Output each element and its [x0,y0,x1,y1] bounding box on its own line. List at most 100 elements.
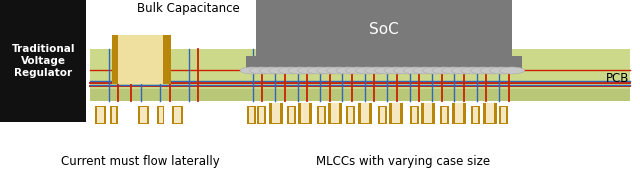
Bar [287,106,296,124]
Bar [246,56,522,70]
Bar [360,103,371,123]
Bar [501,107,506,123]
Bar [440,106,449,124]
Bar [118,35,163,84]
Bar [138,106,149,124]
Bar [110,106,118,124]
Bar [421,103,435,124]
Circle shape [490,67,515,74]
Bar [280,103,283,124]
Bar [257,106,259,124]
Circle shape [317,67,342,74]
Bar [269,103,272,124]
Bar [391,103,401,123]
Bar [110,106,112,124]
Text: SoC: SoC [369,22,399,37]
Text: Bulk Capacitance: Bulk Capacitance [138,2,240,15]
Circle shape [403,67,429,74]
Bar [247,106,256,124]
Bar [358,103,362,124]
Bar [249,107,254,123]
Bar [473,107,478,123]
Bar [317,106,319,124]
Bar [264,106,266,124]
Circle shape [346,67,371,74]
Bar [180,106,183,124]
Bar [328,103,332,124]
Bar [319,107,324,123]
Bar [172,106,174,124]
Bar [254,106,256,124]
Circle shape [499,67,525,74]
Bar [454,103,464,123]
Bar [506,106,508,124]
Bar [432,103,435,124]
Circle shape [259,67,285,74]
Circle shape [422,67,448,74]
Bar [499,106,501,124]
Bar [412,107,417,123]
Circle shape [240,67,266,74]
Circle shape [365,67,390,74]
Bar [348,107,353,123]
Circle shape [336,67,362,74]
Bar [163,35,171,84]
Circle shape [374,67,400,74]
Bar [471,106,473,124]
Circle shape [432,67,458,74]
Circle shape [355,67,381,74]
Bar [389,103,403,124]
Bar [95,106,97,124]
Text: Traditional
Voltage
Regulator: Traditional Voltage Regulator [12,44,75,77]
Bar [257,106,266,124]
Bar [287,106,289,124]
Bar [298,103,301,124]
Bar [147,106,149,124]
Circle shape [470,67,496,74]
Bar [328,103,342,124]
Bar [378,106,380,124]
Bar [259,107,264,123]
Bar [410,106,412,124]
Bar [346,106,348,124]
Bar [471,106,480,124]
Bar [410,106,419,124]
Bar [330,103,340,123]
Bar [112,107,116,123]
Circle shape [307,67,333,74]
Bar [380,107,385,123]
Bar [483,103,497,124]
Bar [353,106,355,124]
Bar [289,107,294,123]
Bar [309,103,312,124]
Text: MLCCs with varying case size: MLCCs with varying case size [316,155,490,168]
Bar [298,103,312,124]
Circle shape [250,67,275,74]
Bar [90,49,630,101]
Bar [138,106,140,124]
Bar [452,103,455,124]
Bar [442,107,447,123]
Bar [140,107,147,123]
Bar [339,103,342,124]
Circle shape [413,67,438,74]
Bar [300,103,310,123]
Bar [172,106,183,124]
Bar [104,106,106,124]
Bar [389,103,392,124]
Circle shape [451,67,477,74]
Circle shape [442,67,467,74]
Bar [97,107,104,123]
Bar [346,106,355,124]
Circle shape [288,67,314,74]
Circle shape [269,67,294,74]
Bar [324,106,326,124]
Text: PCB: PCB [606,72,629,85]
Bar [269,103,283,124]
Bar [112,35,120,84]
Bar [90,89,630,101]
Bar [163,106,164,124]
Bar [452,103,466,124]
Circle shape [480,67,506,74]
Bar [400,103,403,124]
